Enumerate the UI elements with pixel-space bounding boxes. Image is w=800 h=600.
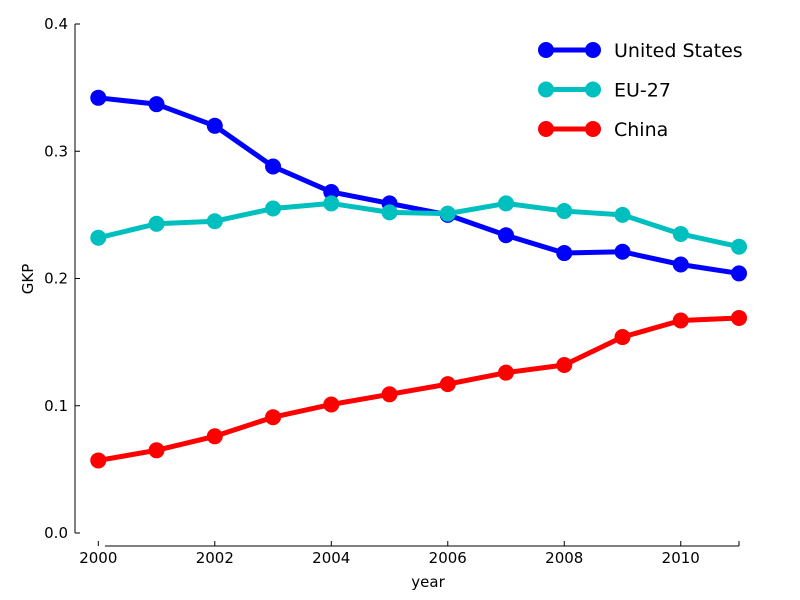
legend-entry: China <box>538 119 668 141</box>
x-tick-label: 2010 <box>662 549 700 567</box>
axes: 0.0 0.1 0.2 0.3 0.4 2000 2002 2004 2006 2008 2010 <box>44 15 740 567</box>
x-tick-label: 2000 <box>79 549 117 567</box>
y-tick-label: 0.3 <box>44 142 68 160</box>
legend-label: United States <box>614 40 743 62</box>
legend-label: China <box>614 119 668 141</box>
data-point <box>731 309 747 326</box>
data-point <box>556 245 573 262</box>
x-tick-label: 2004 <box>312 549 350 567</box>
data-point <box>206 428 223 445</box>
data-point <box>206 117 223 134</box>
legend-marker <box>585 42 601 58</box>
data-point <box>672 256 689 273</box>
data-point <box>439 205 456 222</box>
data-point <box>265 158 282 175</box>
series-layer <box>90 89 747 469</box>
data-point <box>439 376 456 393</box>
x-axis-title: year <box>411 573 445 591</box>
y-tick-label: 0.2 <box>44 270 68 288</box>
data-point <box>614 243 631 260</box>
data-point <box>323 183 340 200</box>
data-point <box>323 396 340 413</box>
legend-label: EU-27 <box>614 80 671 102</box>
data-point <box>90 89 107 106</box>
y-tick-label: 0.1 <box>44 397 68 415</box>
legend-marker <box>538 42 554 58</box>
data-point <box>556 203 573 220</box>
data-point <box>672 225 689 242</box>
series-line <box>97 315 740 463</box>
data-point <box>556 357 573 374</box>
y-tick-label: 0.4 <box>44 15 68 33</box>
data-point <box>148 442 165 459</box>
data-point <box>148 96 165 113</box>
legend-marker <box>538 121 554 137</box>
data-point <box>148 215 165 232</box>
data-point <box>265 200 282 217</box>
x-tick-label: 2006 <box>429 549 467 567</box>
series-china <box>90 309 747 469</box>
legend: United States EU-27 China <box>538 40 743 141</box>
data-point <box>731 265 747 282</box>
data-point <box>498 227 515 244</box>
data-point <box>731 238 747 255</box>
series-eu-27 <box>90 195 747 255</box>
data-point <box>498 195 515 212</box>
x-tick-label: 2002 <box>196 549 234 567</box>
y-tick-label: 0.0 <box>44 524 68 542</box>
x-tick-label: 2008 <box>545 549 583 567</box>
data-point <box>323 195 340 212</box>
legend-marker <box>538 81 554 98</box>
data-point <box>265 409 282 426</box>
data-point <box>90 452 107 469</box>
data-point <box>614 206 631 223</box>
legend-marker <box>585 81 601 98</box>
data-point <box>381 204 398 221</box>
data-point <box>498 364 515 381</box>
data-point <box>672 312 689 329</box>
y-axis-title: GKP <box>19 264 37 295</box>
series-line <box>98 95 740 276</box>
data-point <box>206 213 223 230</box>
legend-entry: United States <box>538 40 743 62</box>
legend-marker <box>585 121 601 137</box>
data-point <box>381 386 398 403</box>
data-point <box>90 229 107 246</box>
data-point <box>614 329 631 346</box>
series-line <box>97 200 740 250</box>
legend-entry: EU-27 <box>538 80 671 102</box>
